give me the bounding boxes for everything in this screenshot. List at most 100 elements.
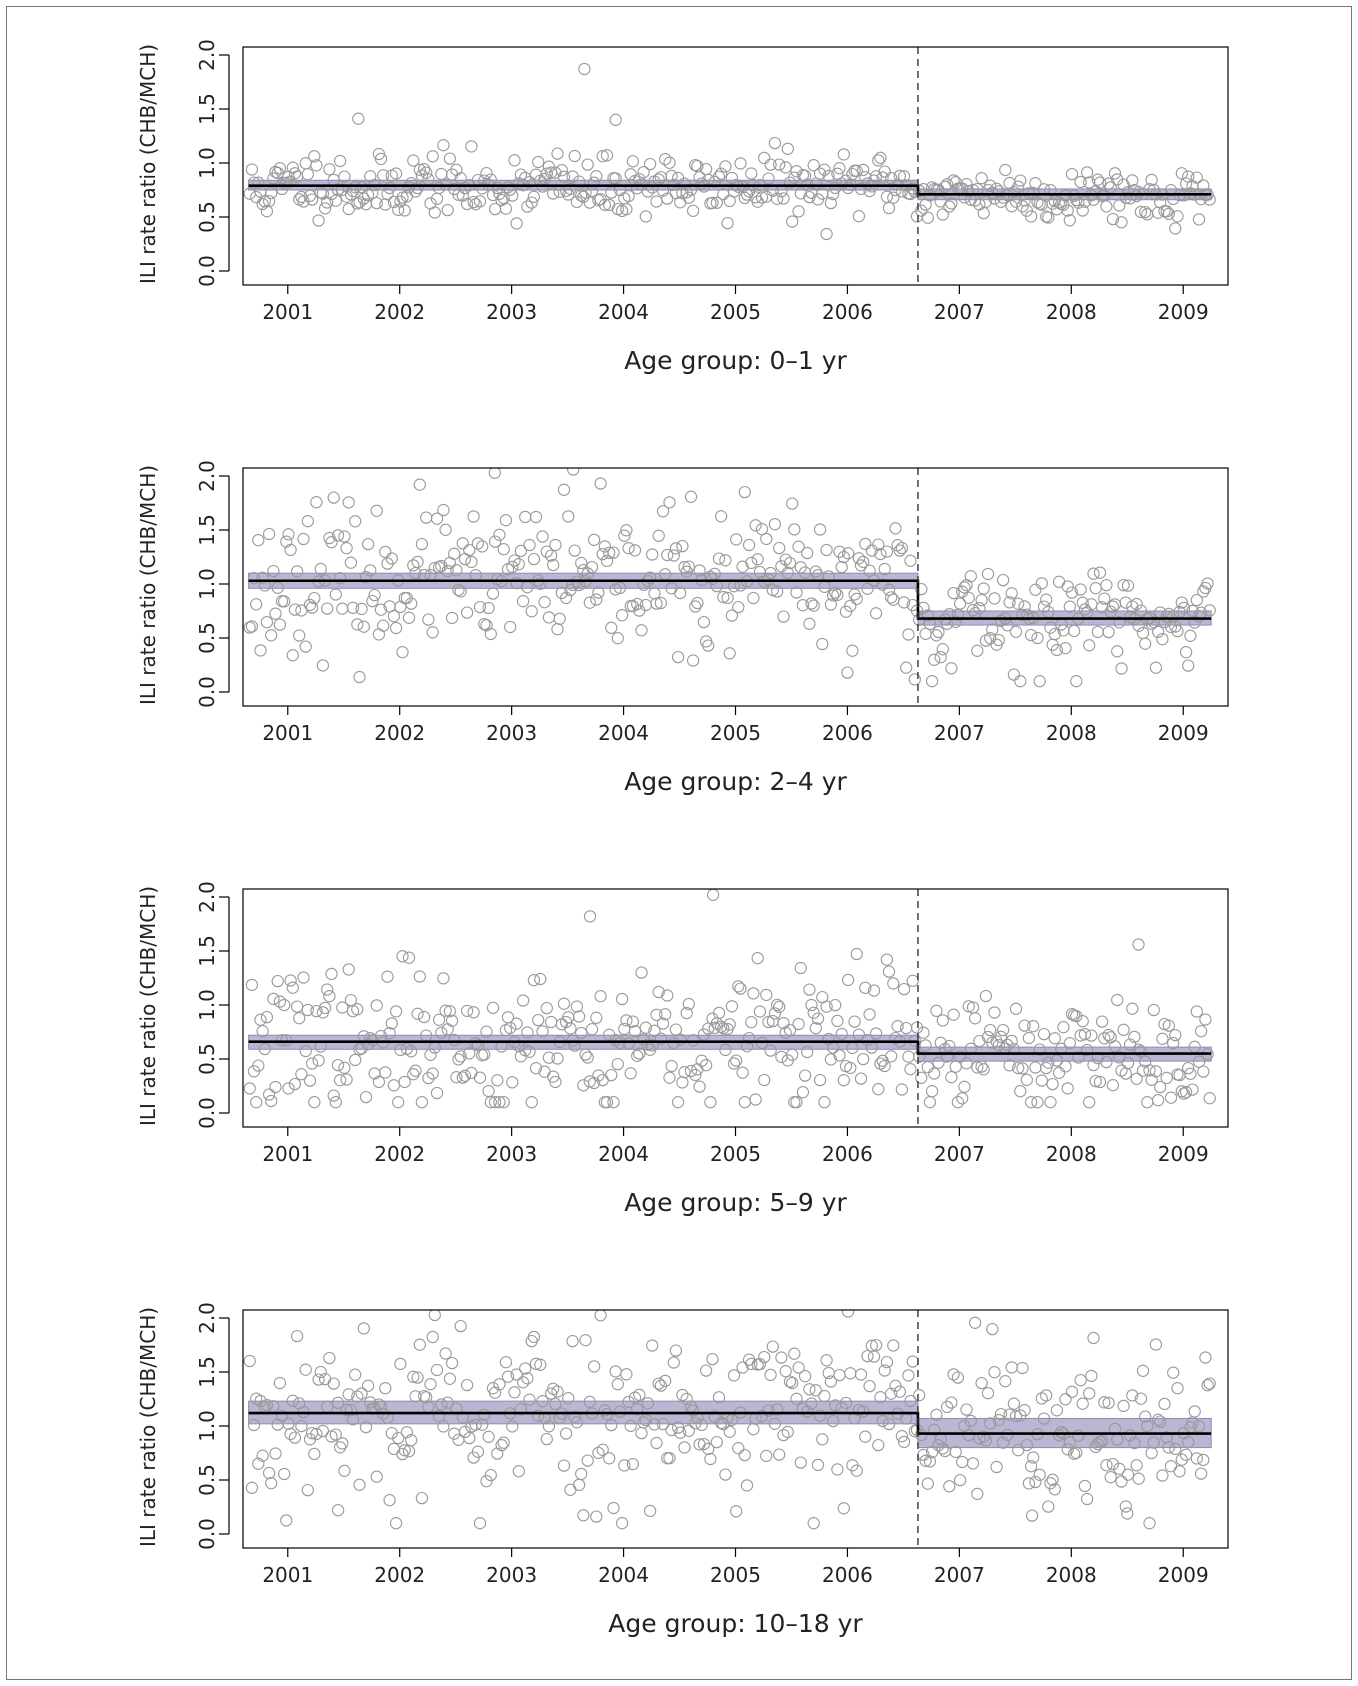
data-point bbox=[1024, 1096, 1038, 1109]
data-point bbox=[1048, 1483, 1061, 1496]
data-point bbox=[973, 602, 986, 615]
x-tick-label: 2003 bbox=[486, 721, 537, 745]
data-point bbox=[245, 620, 259, 633]
data-point bbox=[1104, 1471, 1117, 1484]
data-point bbox=[1141, 1419, 1154, 1433]
data-point bbox=[1076, 1015, 1089, 1028]
data-point bbox=[714, 1020, 728, 1033]
data-point bbox=[383, 1027, 396, 1040]
data-point bbox=[936, 1442, 949, 1455]
data-point bbox=[514, 544, 528, 558]
data-point bbox=[323, 990, 336, 1003]
data-point bbox=[1012, 1061, 1025, 1075]
data-point bbox=[915, 1428, 928, 1442]
data-point bbox=[521, 200, 534, 213]
data-point bbox=[904, 1063, 917, 1076]
data-point bbox=[1194, 1025, 1208, 1038]
data-point bbox=[663, 156, 676, 169]
data-point bbox=[402, 611, 416, 624]
data-point bbox=[820, 227, 833, 241]
data-point bbox=[383, 1494, 396, 1507]
data-point bbox=[872, 1438, 885, 1452]
data-point bbox=[852, 1028, 866, 1041]
data-point bbox=[891, 1020, 904, 1033]
data-point bbox=[452, 1053, 465, 1066]
data-point bbox=[443, 1372, 457, 1385]
data-point bbox=[437, 139, 450, 152]
data-point bbox=[764, 566, 777, 580]
data-point bbox=[1117, 1023, 1130, 1036]
y-tick-label: 0.0 bbox=[195, 255, 219, 287]
data-point bbox=[336, 602, 349, 615]
data-point bbox=[340, 1403, 353, 1417]
data-point bbox=[762, 172, 775, 185]
data-point bbox=[1067, 624, 1081, 638]
data-point bbox=[460, 606, 474, 619]
data-point bbox=[947, 174, 960, 187]
x-tick-label: 2005 bbox=[710, 1563, 761, 1587]
data-point bbox=[405, 597, 418, 610]
data-point bbox=[897, 982, 911, 996]
data-point bbox=[1156, 633, 1169, 646]
data-point bbox=[689, 1417, 702, 1430]
x-tick-label: 2002 bbox=[374, 1142, 425, 1166]
data-point bbox=[439, 1347, 452, 1360]
data-point bbox=[829, 586, 842, 599]
data-point bbox=[1117, 578, 1130, 592]
data-point bbox=[631, 597, 644, 611]
data-point bbox=[1085, 1029, 1098, 1042]
data-point bbox=[551, 1052, 564, 1065]
data-point bbox=[620, 1014, 633, 1027]
data-point bbox=[508, 154, 521, 167]
data-point bbox=[1050, 643, 1064, 657]
data-point bbox=[1080, 166, 1094, 179]
data-point bbox=[874, 1057, 887, 1070]
data-point bbox=[1033, 1468, 1046, 1481]
data-point bbox=[971, 1061, 984, 1074]
data-point bbox=[1001, 1428, 1014, 1442]
fit-line bbox=[248, 184, 1212, 196]
data-point bbox=[273, 162, 287, 175]
data-point bbox=[1042, 1056, 1055, 1069]
data-point bbox=[813, 523, 827, 536]
data-point bbox=[906, 1355, 919, 1368]
data-point bbox=[387, 1079, 401, 1092]
data-point bbox=[932, 625, 945, 639]
data-point bbox=[770, 585, 784, 598]
data-point bbox=[491, 1074, 504, 1087]
data-point bbox=[1012, 597, 1025, 610]
data-point bbox=[1119, 596, 1132, 609]
data-point bbox=[420, 166, 433, 179]
data-point bbox=[889, 522, 902, 535]
data-point bbox=[331, 1396, 345, 1409]
data-point bbox=[940, 178, 954, 191]
data-point bbox=[333, 154, 347, 168]
data-point bbox=[794, 1456, 807, 1469]
data-point bbox=[1098, 1032, 1111, 1045]
data-point bbox=[1048, 1032, 1061, 1045]
data-point bbox=[833, 162, 846, 175]
data-point bbox=[992, 633, 1005, 647]
data-point bbox=[880, 1355, 894, 1369]
data-point bbox=[730, 1054, 743, 1067]
data-point bbox=[557, 170, 571, 183]
data-point bbox=[846, 167, 859, 181]
data-point bbox=[512, 1465, 525, 1478]
data-point bbox=[338, 530, 351, 543]
data-point bbox=[355, 181, 368, 194]
data-point bbox=[762, 1404, 775, 1417]
data-point bbox=[441, 1396, 454, 1409]
data-point bbox=[760, 1449, 773, 1463]
data-point bbox=[932, 1056, 945, 1069]
x-tick-label: 2009 bbox=[1158, 721, 1209, 745]
data-point bbox=[387, 1442, 401, 1456]
y-tick-label: 1.0 bbox=[195, 568, 219, 600]
data-point bbox=[377, 619, 390, 632]
data-point bbox=[344, 556, 358, 569]
data-point bbox=[463, 543, 476, 557]
data-point bbox=[250, 598, 263, 611]
data-point bbox=[1085, 1369, 1098, 1383]
data-point bbox=[702, 639, 715, 652]
data-point bbox=[413, 478, 426, 491]
data-point bbox=[872, 154, 885, 167]
